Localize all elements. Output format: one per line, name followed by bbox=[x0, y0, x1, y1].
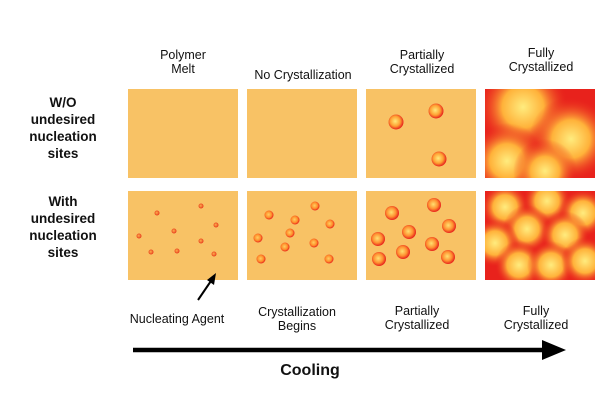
spherulite bbox=[309, 238, 319, 248]
panel-partial-row2 bbox=[366, 191, 476, 280]
panel-full-row2 bbox=[485, 191, 595, 280]
spherulite bbox=[256, 254, 266, 264]
cooling-label: Cooling bbox=[280, 362, 340, 379]
caption-crystallization-begins: Crystallization Begins bbox=[258, 305, 336, 333]
panel-partial-row1 bbox=[366, 89, 476, 178]
column-header-partially-crystallized: Partially Crystallized bbox=[389, 48, 455, 76]
spherulite bbox=[324, 254, 334, 264]
spherulite bbox=[310, 201, 320, 211]
spherulite bbox=[371, 232, 385, 246]
spherulite bbox=[442, 219, 456, 233]
row-header-without-nucleation: W/O undesired nucleation sites bbox=[29, 95, 97, 161]
spherulite bbox=[280, 242, 290, 252]
spherulite bbox=[285, 228, 295, 238]
panel-full-row1 bbox=[485, 89, 595, 178]
spherulite bbox=[396, 245, 410, 259]
caption-fully-crystallized: Fully Crystallized bbox=[503, 304, 569, 332]
spherulite bbox=[431, 151, 447, 167]
spherulite bbox=[427, 198, 441, 212]
spherulite bbox=[441, 250, 455, 264]
spherulite bbox=[425, 237, 439, 251]
column-header-polymer-melt: Polymer Melt bbox=[160, 48, 206, 76]
caption-partially-crystallized: Partially Crystallized bbox=[384, 304, 450, 332]
caption-nucleating-agent: Nucleating Agent bbox=[129, 312, 225, 326]
nucleating-agent-dots bbox=[136, 203, 219, 257]
panel-melt-row1 bbox=[128, 89, 238, 178]
spherulite bbox=[372, 252, 386, 266]
panel-crystallization-begins-row2 bbox=[247, 191, 357, 280]
column-header-fully-crystallized: Fully Crystallized bbox=[508, 46, 574, 74]
spherulite bbox=[385, 206, 399, 220]
spherulite bbox=[290, 215, 300, 225]
spherulite bbox=[402, 225, 416, 239]
panel-melt-row2 bbox=[128, 191, 238, 280]
spherulite bbox=[253, 233, 263, 243]
spherulite bbox=[325, 219, 335, 229]
spherulite bbox=[264, 210, 274, 220]
spherulite bbox=[388, 114, 404, 130]
row-header-with-nucleation: With undesired nucleation sites bbox=[29, 194, 97, 260]
panel-no-crystallization-row1 bbox=[247, 89, 357, 178]
spherulite bbox=[428, 103, 444, 119]
column-header-no-crystallization: No Crystallization bbox=[254, 68, 352, 82]
